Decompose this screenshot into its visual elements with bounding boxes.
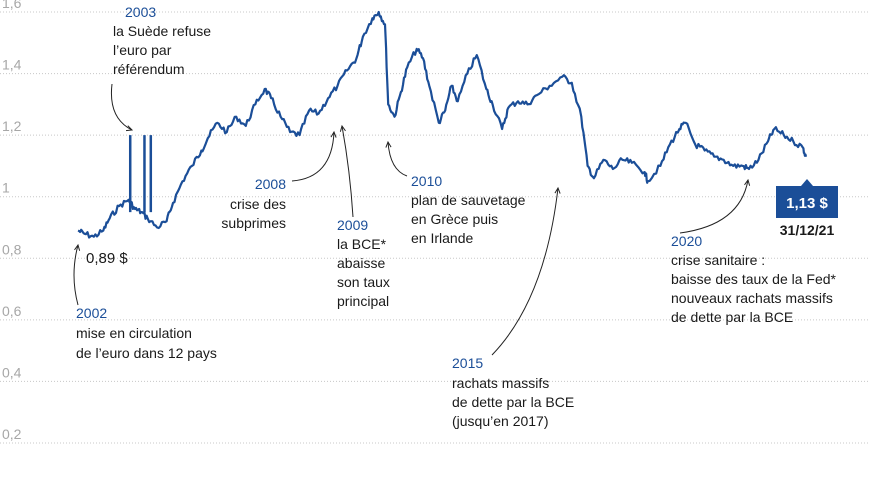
annotation-line: de dette par la BCE <box>671 309 793 325</box>
annotation-2010: 2010 plan de sauvetage en Grèce puis en … <box>411 173 526 246</box>
arrow-2009-head <box>339 124 346 132</box>
annotation-year: 2008 <box>255 176 286 192</box>
arrow-2010 <box>387 141 408 177</box>
annotation-line: abaisse <box>337 255 385 271</box>
annotation-line: l’euro par <box>113 42 172 58</box>
y-axis-ticks: 1,6 1,4 1,2 1 0,8 0,6 0,4 0,2 <box>2 0 22 442</box>
annotation-line: référendum <box>113 61 185 77</box>
annotation-line: rachats massifs <box>452 375 549 391</box>
annotation-line: baisse des taux de la Fed* <box>671 271 837 287</box>
arrow-2002 <box>73 244 79 306</box>
annotation-2020: 2020 crise sanitaire : baisse des taux d… <box>671 233 837 325</box>
annotation-line: subprimes <box>221 215 286 231</box>
y-tick-label: 0,6 <box>2 303 22 319</box>
annotation-year: 2009 <box>337 217 368 233</box>
arrow-2002-head <box>74 243 81 251</box>
arrow-2015 <box>491 187 559 356</box>
annotation-line: la Suède refuse <box>113 23 211 39</box>
annotation-arrows <box>73 83 751 356</box>
annotation-2002: 2002 mise en circulation de l’euro dans … <box>76 305 217 361</box>
y-tick-label: 0,2 <box>2 426 22 442</box>
arrow-2009 <box>341 125 354 218</box>
y-tick-label: 1,2 <box>2 118 22 134</box>
annotation-line: principal <box>337 293 389 309</box>
annotation-line: la BCE* <box>337 236 387 252</box>
y-tick-label: 1,6 <box>2 0 22 11</box>
end-date-label: 31/12/21 <box>780 222 835 238</box>
arrow-2008-head <box>330 130 337 138</box>
annotation-line: mise en circulation <box>76 325 192 341</box>
annotation-year: 2010 <box>411 173 442 189</box>
arrow-2020-head <box>744 178 751 186</box>
annotation-year: 2015 <box>452 355 483 371</box>
annotation-line: plan de sauvetage <box>411 192 526 208</box>
end-value-label: 1,13 $ <box>786 195 828 212</box>
annotation-line: crise sanitaire : <box>671 252 765 268</box>
plot-area <box>77 10 808 239</box>
arrow-2003-head <box>125 125 134 132</box>
annotation-2008: 2008 crise des subprimes <box>221 176 286 231</box>
annotation-line: son taux <box>337 274 390 290</box>
annotation-year: 2003 <box>125 4 156 20</box>
annotation-line: en Grèce puis <box>411 211 498 227</box>
arrow-2003 <box>110 83 133 131</box>
annotation-line: en Irlande <box>411 230 473 246</box>
y-tick-label: 1 <box>2 180 10 196</box>
end-value-badge-pointer <box>801 179 813 186</box>
y-tick-label: 1,4 <box>2 57 22 73</box>
arrow-2010-head <box>385 140 392 148</box>
annotation-line: de dette par la BCE <box>452 394 574 410</box>
arrow-2008 <box>291 131 335 182</box>
arrow-2015-head <box>554 186 561 194</box>
annotation-line: (jusqu’en 2017) <box>452 413 549 429</box>
y-tick-label: 0,8 <box>2 241 22 257</box>
annotation-line: de l’euro dans 12 pays <box>76 345 217 361</box>
start-value-label: 0,89 $ <box>86 250 128 267</box>
series-line <box>77 10 808 239</box>
y-tick-label: 0,4 <box>2 364 22 380</box>
end-value-badge <box>776 186 838 218</box>
annotation-2009: 2009 la BCE* abaisse son taux principal <box>337 217 390 309</box>
annotation-year: 2002 <box>76 305 107 321</box>
annotation-line: crise des <box>230 196 286 212</box>
annotation-2003: 2003 la Suède refuse l’euro par référend… <box>113 4 211 77</box>
arrow-2020 <box>679 179 749 234</box>
annotation-2015: 2015 rachats massifs de dette par la BCE… <box>452 355 574 429</box>
annotation-year: 2020 <box>671 233 702 249</box>
annotation-line: nouveaux rachats massifs <box>671 290 833 306</box>
